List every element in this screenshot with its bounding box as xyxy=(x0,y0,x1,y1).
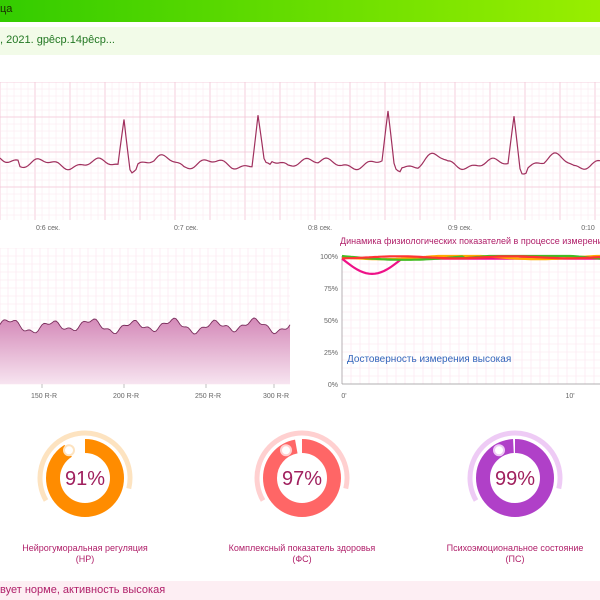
health-label: Комплексный показатель здоровья xyxy=(228,543,376,553)
dynamics-series-line xyxy=(341,257,600,276)
rhythmogram-tick-label: 300 R-R xyxy=(263,393,289,400)
ecg-trace xyxy=(0,110,600,175)
conclusion-bar: вует норме, активность высокая xyxy=(0,581,600,600)
psycho-abbr: (ПС) xyxy=(505,554,525,564)
rhythmogram-tick-label: 200 R-R xyxy=(113,393,139,400)
dynamics-x-axis: 0' 10' xyxy=(341,393,574,400)
ecg-tick-label: 0:9 сек. xyxy=(448,225,472,232)
dynamics-series-line xyxy=(342,255,600,260)
psycho-ring-marker xyxy=(493,444,505,457)
dynamics-grid xyxy=(341,255,600,385)
conclusion-text: вует норме, активность высокая xyxy=(0,584,166,596)
ecg-tick-label: 0:10 xyxy=(581,225,595,232)
dynamics-x-tick: 10' xyxy=(565,393,574,400)
indicator-psycho: 99% Психоэмоциональное состояние (ПС) xyxy=(430,428,600,565)
dynamics-series xyxy=(341,254,600,276)
psycho-value: 99% xyxy=(495,468,535,490)
dynamics-y-axis: 100% 75% 50% 25% 0% xyxy=(320,254,338,389)
ecg-tick-label: 0:8 сек. xyxy=(308,225,332,232)
neurohumoral-label: Нейрогуморальная регуляция xyxy=(22,543,148,553)
ecg-time-axis: 0:6 сек. 0:7 сек. 0:8 сек. 0:9 сек. 0:10 xyxy=(36,225,595,232)
rhythmogram-axis: 150 R-R 200 R-R 250 R-R 300 R-R xyxy=(31,384,289,400)
rhythmogram-area xyxy=(0,317,290,384)
app-title: ца xyxy=(0,3,13,15)
rhythmogram-tick-label: 250 R-R xyxy=(195,393,221,400)
neurohumoral-ring-marker xyxy=(63,444,75,457)
psycho-ring: 99% xyxy=(467,430,563,526)
ecg-grid xyxy=(0,81,600,220)
ecg-chart: 0:6 сек. 0:7 сек. 0:8 сек. 0:9 сек. 0:10 xyxy=(0,81,600,232)
ecg-panel: 0:6 сек. 0:7 сек. 0:8 сек. 0:9 сек. 0:10 xyxy=(0,81,600,232)
rhythmogram-panel: 150 R-R 200 R-R 250 R-R 300 R-R xyxy=(0,247,300,400)
neurohumoral-ring: 91% xyxy=(37,430,133,526)
dynamics-panel: 100% 75% 50% 25% 0% 0' 10' Достоверность изме… xyxy=(310,248,600,400)
rhythmogram-line xyxy=(0,317,291,335)
indicator-health: 97% Комплексный показатель здоровья (ФС) xyxy=(217,428,387,565)
dynamics-y-tick: 25% xyxy=(324,350,338,357)
dynamics-y-tick: 0% xyxy=(328,382,338,389)
dynamics-chart: 100% 75% 50% 25% 0% 0' 10' Достоверность изме… xyxy=(320,254,600,400)
session-date: , 2021. gpêcp.14pêcp... xyxy=(0,34,115,46)
psycho-label: Психоэмоциональное состояние xyxy=(446,543,584,553)
health-ring-marker xyxy=(280,444,292,457)
psycho-ring-value xyxy=(476,439,554,517)
health-value: 97% xyxy=(282,468,322,490)
ecg-tick-label: 0:7 сек. xyxy=(174,225,198,232)
health-abbr: (ФС) xyxy=(292,554,312,564)
reliability-note: Достоверность измерения высокая xyxy=(347,354,511,365)
dynamics-y-tick: 75% xyxy=(324,286,338,293)
rhythmogram-tick-label: 150 R-R xyxy=(31,393,57,400)
health-ring-value xyxy=(263,439,341,517)
dynamics-y-tick: 50% xyxy=(324,318,338,325)
health-ring: 97% xyxy=(254,430,350,526)
neurohumoral-value: 91% xyxy=(65,468,105,490)
top-bar: ца xyxy=(0,0,600,22)
neurohumoral-ring-value xyxy=(46,439,124,517)
indicator-neurohumoral: 91% Нейрогуморальная регуляция (НР) xyxy=(0,428,170,565)
dynamics-y-tick: 100% xyxy=(320,254,338,261)
neurohumoral-abbr: (НР) xyxy=(75,554,95,564)
dynamics-title: Динамика физиологических показателей в п… xyxy=(340,236,600,246)
dynamics-x-tick: 0' xyxy=(341,393,346,400)
rhythmogram-chart: 150 R-R 200 R-R 250 R-R 300 R-R xyxy=(0,247,291,400)
ecg-tick-label: 0:6 сек. xyxy=(36,225,60,232)
session-date-bar: , 2021. gpêcp.14pêcp... xyxy=(0,27,600,55)
neurohumoral-ring-track xyxy=(37,430,133,526)
